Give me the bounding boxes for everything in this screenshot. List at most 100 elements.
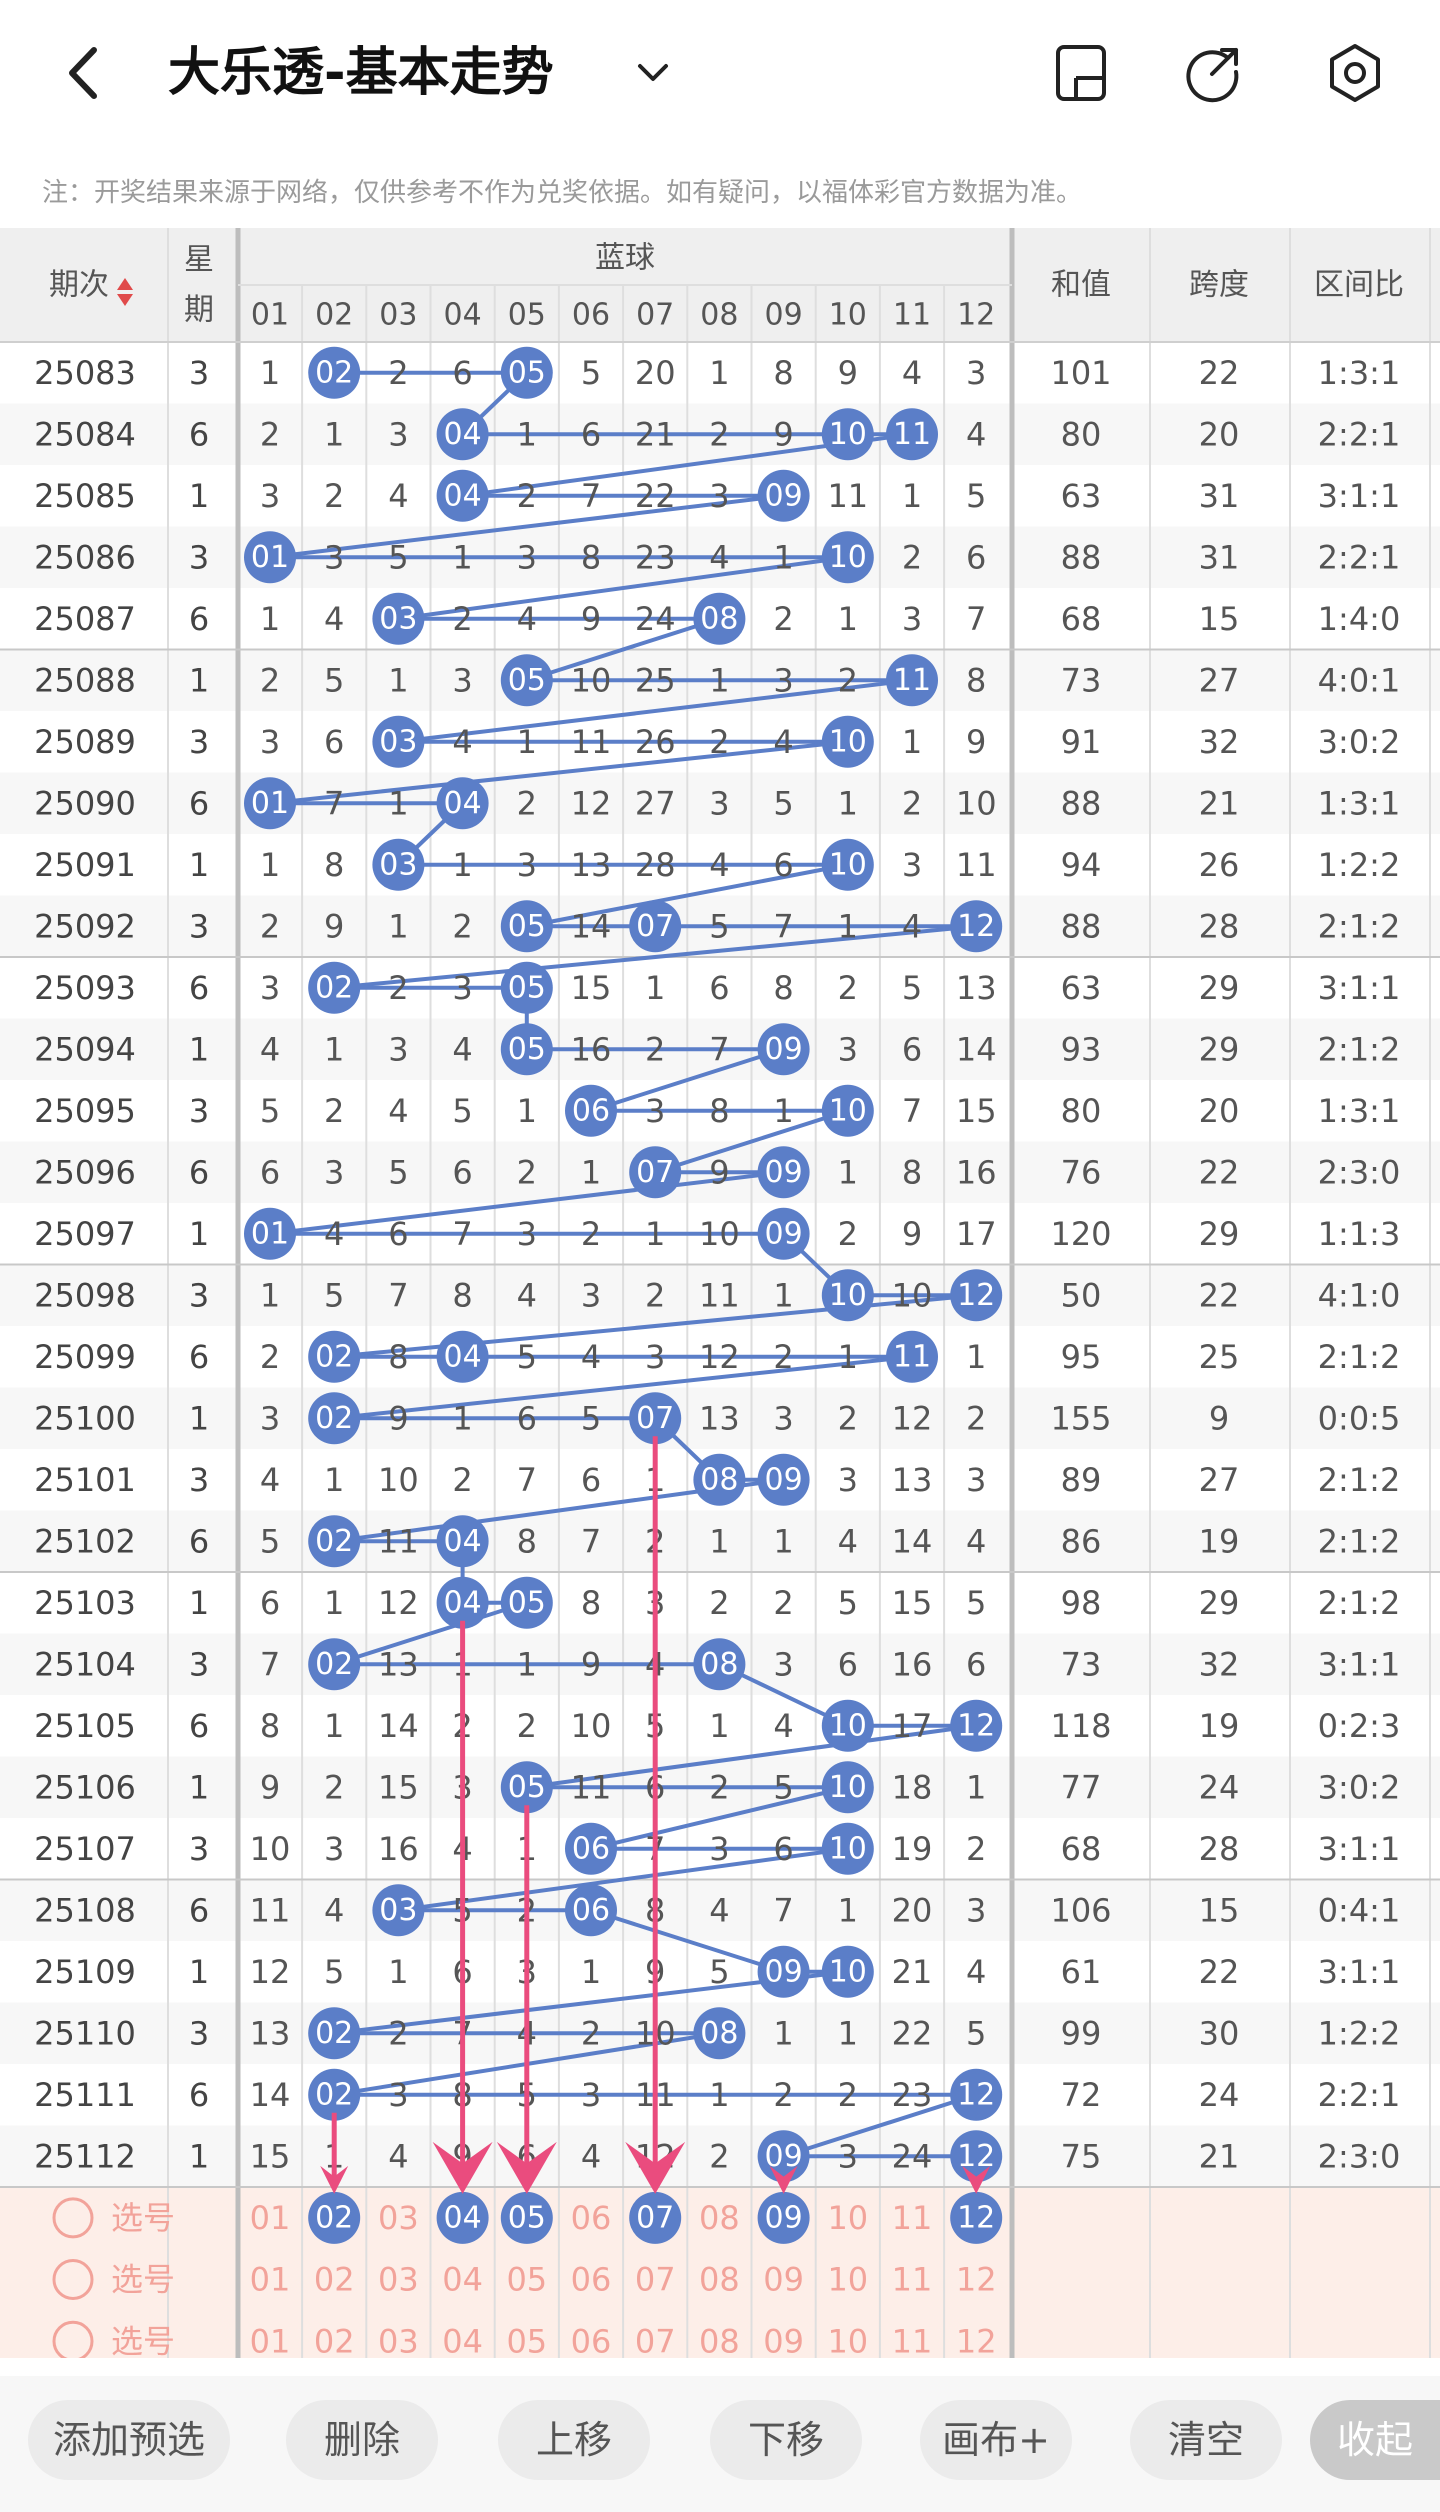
miss-count: 1 [260, 1276, 280, 1314]
miss-count: 8 [324, 846, 344, 884]
settings-icon[interactable] [1320, 38, 1390, 108]
pick-ball-selected[interactable] [950, 2191, 1003, 2244]
ratio-value: 1:4:0 [1318, 600, 1401, 638]
pick-ball[interactable]: 10 [827, 2322, 868, 2358]
pick-ball[interactable]: 09 [763, 2322, 804, 2358]
weekday: 6 [189, 600, 209, 638]
ball-hit [436, 1515, 489, 1568]
pick-ball[interactable]: 06 [571, 2261, 612, 2299]
miss-count: 1 [902, 723, 922, 761]
pick-ball-selected[interactable] [500, 2191, 553, 2244]
sum-value: 63 [1061, 969, 1102, 1007]
pick-ball[interactable]: 11 [892, 2322, 933, 2358]
weekday: 3 [189, 1461, 209, 1499]
miss-count: 24 [892, 2137, 933, 2175]
miss-count: 2 [452, 600, 472, 638]
pick-ball[interactable]: 12 [956, 2322, 997, 2358]
pick-ball[interactable]: 10 [827, 2261, 868, 2299]
sort-up-icon[interactable] [117, 278, 133, 290]
pick-radio[interactable] [52, 2259, 94, 2301]
weekday: 6 [189, 2076, 209, 2114]
pick-ball[interactable]: 05 [506, 2261, 547, 2299]
pick-ball[interactable]: 01 [250, 2199, 291, 2237]
ratio-value: 3:1:1 [1318, 969, 1401, 1007]
pick-ball[interactable]: 11 [892, 2261, 933, 2299]
miss-count: 4 [517, 1276, 537, 1314]
pick-ball[interactable]: 06 [571, 2199, 612, 2237]
miss-count: 1 [838, 600, 858, 638]
phone-layout-icon[interactable] [1046, 38, 1116, 108]
pick-ball[interactable]: 10 [827, 2199, 868, 2237]
pick-ball[interactable]: 03 [378, 2261, 419, 2299]
pick-ball[interactable]: 06 [571, 2322, 612, 2358]
column-group-blue: 蓝球 [595, 241, 655, 276]
miss-count: 17 [892, 1707, 933, 1745]
miss-count: 3 [709, 784, 729, 822]
back-icon[interactable] [50, 38, 120, 108]
issue-number: 25096 [34, 1153, 136, 1191]
pick-radio[interactable] [52, 2320, 94, 2358]
miss-count: 3 [388, 2076, 408, 2114]
pick-ball[interactable]: 01 [250, 2322, 291, 2358]
weekday: 1 [189, 1215, 209, 1253]
pick-ball[interactable]: 03 [378, 2322, 419, 2358]
pick-ball-selected[interactable] [308, 2191, 361, 2244]
miss-count: 3 [260, 1399, 280, 1437]
miss-count: 2 [709, 415, 729, 453]
collapse-button[interactable]: 收起 [1310, 2400, 1440, 2480]
pick-ball[interactable]: 07 [635, 2261, 676, 2299]
pick-ball-selected[interactable] [629, 2191, 682, 2244]
pick-radio[interactable] [52, 2197, 94, 2239]
miss-count: 1 [388, 661, 408, 699]
ratio-value: 0:0:5 [1318, 1399, 1401, 1437]
ball-hit-number: 04 [444, 786, 482, 821]
pick-ball[interactable]: 08 [699, 2322, 740, 2358]
miss-count: 22 [892, 2014, 933, 2052]
ball-hit-number: 02 [315, 1647, 353, 1682]
weekday: 3 [189, 354, 209, 392]
weekday: 3 [189, 1276, 209, 1314]
pick-ball[interactable]: 05 [506, 2322, 547, 2358]
ball-hit-number: 08 [700, 2016, 738, 2051]
canvas-plus-button[interactable]: 画布+ [920, 2400, 1072, 2480]
miss-count: 10 [956, 784, 997, 822]
ball-hit [308, 346, 361, 399]
miss-count: 1 [452, 538, 472, 576]
add-preselect-button[interactable]: 添加预选 [28, 2400, 230, 2480]
pick-ball[interactable]: 04 [442, 2261, 483, 2299]
miss-count: 9 [581, 1645, 601, 1683]
pick-ball-selected[interactable] [436, 2191, 489, 2244]
column-header-ball: 05 [508, 298, 546, 333]
trend-link [334, 924, 977, 990]
trend-link [398, 1846, 849, 1913]
move-down-button[interactable]: 下移 [710, 2400, 862, 2480]
pick-ball[interactable]: 08 [699, 2199, 740, 2237]
trend-link [269, 1170, 784, 1236]
arrow-head [496, 2141, 557, 2194]
pick-ball[interactable]: 11 [892, 2199, 933, 2237]
ball-hit [821, 838, 874, 891]
pick-ball[interactable]: 04 [442, 2322, 483, 2358]
delete-button[interactable]: 删除 [286, 2400, 438, 2480]
ball-hit-number: 06 [572, 1893, 610, 1928]
miss-count: 22 [635, 477, 676, 515]
clear-button[interactable]: 清空 [1130, 2400, 1282, 2480]
pick-ball-selected[interactable] [757, 2191, 810, 2244]
miss-count: 18 [892, 1768, 933, 1806]
ratio-value: 4:1:0 [1318, 1276, 1401, 1314]
sort-down-icon[interactable] [117, 294, 133, 306]
pick-ball[interactable]: 07 [635, 2322, 676, 2358]
pick-ball[interactable]: 12 [956, 2261, 997, 2299]
pick-ball[interactable]: 01 [250, 2261, 291, 2299]
pick-ball[interactable]: 02 [314, 2322, 355, 2358]
trend-link [333, 1354, 913, 1421]
miss-count: 15 [378, 1768, 419, 1806]
pick-ball[interactable]: 08 [699, 2261, 740, 2299]
chevron-down-icon[interactable] [618, 38, 688, 108]
pick-ball[interactable]: 09 [763, 2261, 804, 2299]
pick-ball[interactable]: 03 [378, 2199, 419, 2237]
share-icon[interactable] [1178, 38, 1248, 108]
miss-count: 2 [709, 1584, 729, 1622]
move-up-button[interactable]: 上移 [498, 2400, 650, 2480]
pick-ball[interactable]: 02 [314, 2261, 355, 2299]
